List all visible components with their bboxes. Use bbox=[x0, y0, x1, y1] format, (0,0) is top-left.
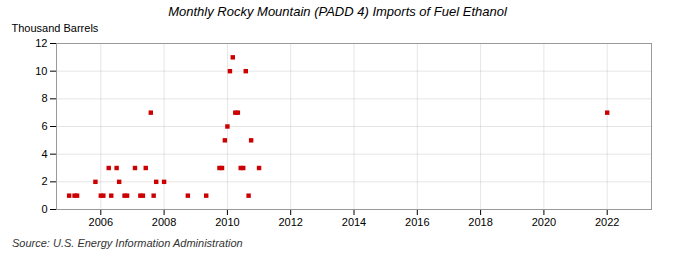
svg-text:2020: 2020 bbox=[532, 216, 556, 228]
svg-text:12: 12 bbox=[35, 37, 47, 49]
svg-text:6: 6 bbox=[41, 120, 47, 132]
svg-text:2018: 2018 bbox=[468, 216, 492, 228]
svg-text:2008: 2008 bbox=[152, 216, 176, 228]
html-text:Monthly Rocky Mountain (PADD 4: Monthly Rocky Mountain (PADD 4) Imports … bbox=[168, 4, 507, 19]
svg-text:8: 8 bbox=[41, 92, 47, 104]
svg-text:2010: 2010 bbox=[215, 216, 239, 228]
svg-text:2012: 2012 bbox=[278, 216, 302, 228]
html-text:Source: U.S. Energy Informatio: Source: U.S. Energy Information Administ… bbox=[12, 237, 243, 249]
svg-text:2006: 2006 bbox=[89, 216, 113, 228]
svg-text:0: 0 bbox=[41, 203, 47, 215]
svg-text:4: 4 bbox=[41, 148, 47, 160]
svg-text:10: 10 bbox=[35, 65, 47, 77]
svg-text:Thousand Barrels: Thousand Barrels bbox=[12, 22, 99, 34]
svg-text:2022: 2022 bbox=[595, 216, 619, 228]
svg-text:2: 2 bbox=[41, 175, 47, 187]
svg-text:2016: 2016 bbox=[405, 216, 429, 228]
svg-text:2014: 2014 bbox=[342, 216, 366, 228]
